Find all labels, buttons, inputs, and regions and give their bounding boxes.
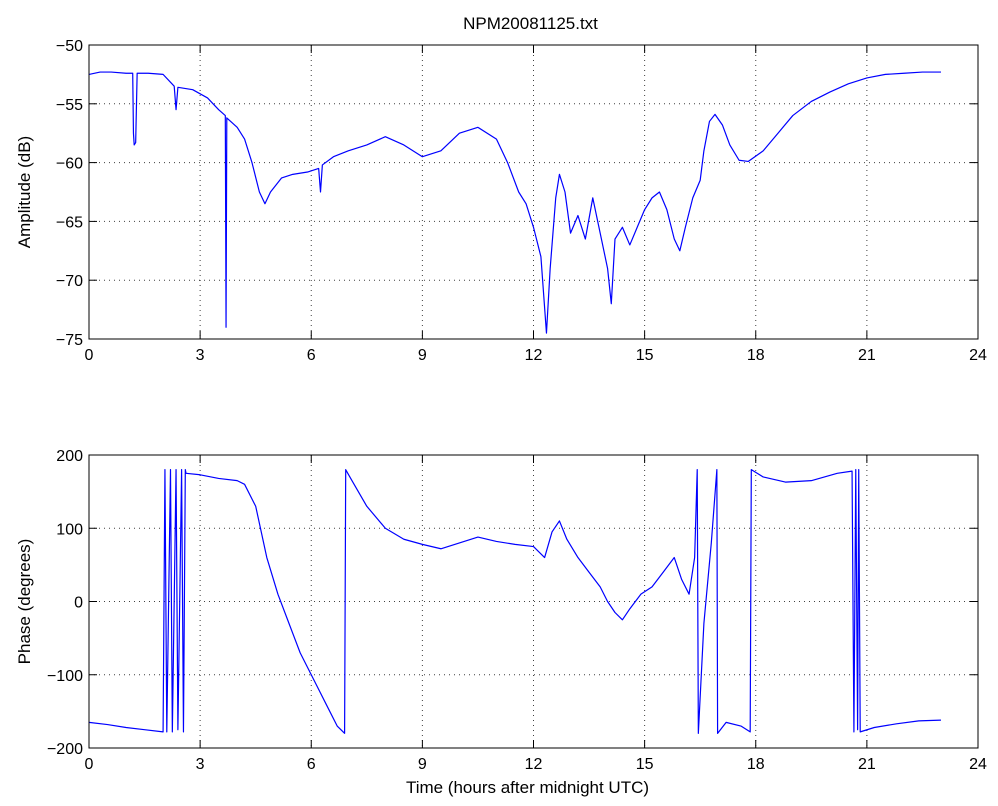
phase-x-tick-label: 24 [969,756,987,773]
phase-y-tick-label: −100 [47,668,83,685]
chart-title: NPM20081125.txt [463,14,598,33]
phase-x-tick-label: 0 [85,756,94,773]
amplitude-plot-frame [88,44,979,340]
amplitude-x-tick-label: 15 [636,347,654,364]
phase-y-tick-label: 200 [56,448,83,465]
phase-y-tick-label: 100 [56,521,83,538]
phase-x-tick-label: 21 [858,756,876,773]
phase-series-line [88,469,941,734]
amplitude-y-axis-label: Amplitude (dB) [15,136,34,248]
amplitude-x-tick-label: 12 [525,347,543,364]
phase-x-axis-label: Time (hours after midnight UTC) [406,778,649,797]
amplitude-x-tick-label: 21 [858,347,876,364]
amplitude-x-tick-label: 3 [196,347,205,364]
amplitude-x-tick-label: 9 [418,347,427,364]
amplitude-y-tick-label: −70 [56,273,83,290]
phase-x-tick-label: 9 [418,756,427,773]
phase-x-tick-label: 15 [636,756,654,773]
amplitude-x-tick-label: 6 [307,347,316,364]
amplitude-y-tick-label: −60 [56,156,83,173]
amplitude-x-tick-label: 0 [85,347,94,364]
phase-x-tick-label: 3 [196,756,205,773]
phase-y-axis-label: Phase (degrees) [15,539,34,665]
amplitude-series-line [88,71,941,334]
amplitude-y-tick-label: −50 [56,38,83,55]
amplitude-x-tick-label: 18 [747,347,765,364]
phase-x-tick-label: 12 [525,756,543,773]
phase-panel: 0 3 6 9 12 15 18 21 24 200 100 0 −100 −200 Time (hour… [15,448,987,797]
phase-x-tick-label: 18 [747,756,765,773]
phase-y-tick-label: −200 [47,741,83,758]
amplitude-y-tick-label: −55 [56,97,83,114]
amplitude-y-tick-label: −65 [56,214,83,231]
amplitude-x-tick-label: 24 [969,347,987,364]
phase-x-tick-label: 6 [307,756,316,773]
amplitude-y-tick-label: −75 [56,332,83,349]
phase-y-tick-label: 0 [74,595,83,612]
amplitude-panel: 0 3 6 9 12 15 18 21 24 −50 −55 −60 −65 −70 −75 NPM2008… [15,14,987,364]
